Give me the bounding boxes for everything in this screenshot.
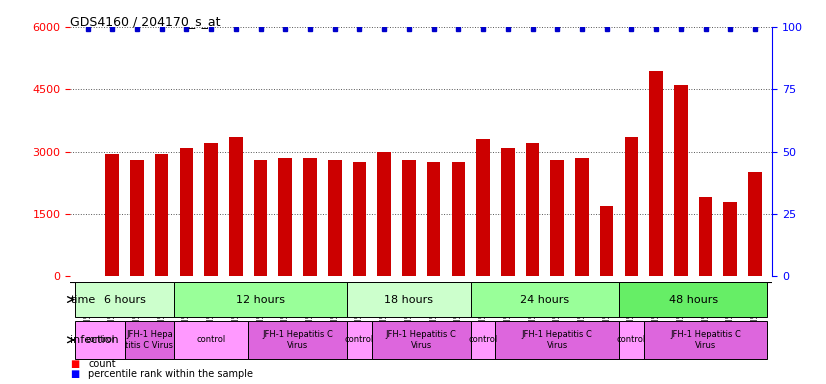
Bar	[75, 282, 174, 317]
Bar	[748, 172, 762, 276]
Bar	[402, 160, 415, 276]
Bar	[674, 85, 687, 276]
Text: GSM523815: GSM523815	[107, 283, 116, 338]
Text: 48 hours: 48 hours	[668, 295, 718, 305]
Text: GSM523801: GSM523801	[157, 283, 166, 338]
Text: 24 hours: 24 hours	[520, 295, 569, 305]
Bar	[699, 197, 712, 276]
Text: GSM523820: GSM523820	[355, 283, 364, 338]
Text: ■: ■	[70, 369, 79, 379]
Text: GSM523806: GSM523806	[430, 283, 438, 338]
Text: JFH-1 Hepatitis C
Virus: JFH-1 Hepatitis C Virus	[670, 330, 741, 349]
Bar	[550, 160, 564, 276]
Text: control: control	[468, 335, 498, 344]
Text: JFH-1 Hepatitis C
Virus: JFH-1 Hepatitis C Virus	[522, 330, 593, 349]
Text: GSM523810: GSM523810	[602, 283, 611, 338]
Bar	[477, 139, 490, 276]
Bar	[204, 143, 218, 276]
Text: GSM523816: GSM523816	[182, 283, 191, 338]
Text: GSM523804: GSM523804	[306, 283, 315, 338]
Text: time: time	[70, 295, 96, 305]
Text: GSM523827: GSM523827	[676, 283, 686, 338]
Text: control: control	[344, 335, 374, 344]
Bar	[643, 321, 767, 359]
Text: GSM523822: GSM523822	[478, 283, 487, 338]
Text: GSM523826: GSM523826	[652, 283, 661, 338]
Bar	[347, 282, 471, 317]
Bar	[254, 160, 268, 276]
Text: count: count	[88, 359, 116, 369]
Text: GSM523802: GSM523802	[256, 283, 265, 338]
Bar	[229, 137, 243, 276]
Bar	[619, 282, 767, 317]
Text: JFH-1 Hepatitis C
Virus: JFH-1 Hepatitis C Virus	[386, 330, 457, 349]
Text: GSM523805: GSM523805	[405, 283, 413, 338]
Text: GSM523823: GSM523823	[503, 283, 512, 338]
Text: GSM523809: GSM523809	[577, 283, 586, 338]
Bar	[496, 321, 619, 359]
Text: GSM523814: GSM523814	[83, 283, 92, 338]
Bar	[174, 282, 347, 317]
Text: GSM523807: GSM523807	[453, 283, 463, 338]
Text: control: control	[617, 335, 646, 344]
Text: GSM523812: GSM523812	[726, 283, 735, 338]
Text: infection: infection	[70, 335, 119, 345]
Bar	[75, 321, 125, 359]
Bar	[372, 321, 471, 359]
Bar	[427, 162, 440, 276]
Text: GDS4160 / 204170_s_at: GDS4160 / 204170_s_at	[70, 15, 221, 28]
Bar	[125, 321, 174, 359]
Text: GSM523825: GSM523825	[627, 283, 636, 338]
Text: JFH-1 Hepa
titis C Virus: JFH-1 Hepa titis C Virus	[126, 330, 173, 349]
Bar	[155, 154, 169, 276]
Text: ■: ■	[70, 359, 79, 369]
Text: GSM523821: GSM523821	[380, 283, 389, 338]
Bar	[471, 321, 496, 359]
Bar	[347, 321, 372, 359]
Bar	[377, 152, 391, 276]
Bar	[501, 147, 515, 276]
Bar	[179, 147, 193, 276]
Text: control: control	[85, 335, 115, 344]
Bar	[575, 158, 589, 276]
Text: GSM523800: GSM523800	[132, 283, 141, 338]
Bar	[328, 160, 341, 276]
Bar	[278, 158, 292, 276]
Text: GSM523808: GSM523808	[553, 283, 562, 338]
Text: GSM523811: GSM523811	[701, 283, 710, 338]
Bar	[303, 158, 317, 276]
Text: 18 hours: 18 hours	[384, 295, 434, 305]
Text: GSM523803: GSM523803	[281, 283, 290, 338]
Text: GSM523818: GSM523818	[231, 283, 240, 338]
Bar	[724, 202, 737, 276]
Bar	[174, 321, 248, 359]
Bar	[106, 154, 119, 276]
Bar	[649, 71, 663, 276]
Text: percentile rank within the sample: percentile rank within the sample	[88, 369, 254, 379]
Bar	[619, 321, 643, 359]
Bar	[525, 143, 539, 276]
Text: control: control	[197, 335, 225, 344]
Text: GSM523813: GSM523813	[751, 283, 759, 338]
Text: GSM523824: GSM523824	[528, 283, 537, 338]
Bar	[624, 137, 638, 276]
Text: GSM523817: GSM523817	[206, 283, 216, 338]
Text: 12 hours: 12 hours	[236, 295, 285, 305]
Bar	[452, 162, 465, 276]
Text: GSM523819: GSM523819	[330, 283, 339, 338]
Bar	[248, 321, 347, 359]
Bar	[131, 160, 144, 276]
Text: JFH-1 Hepatitis C
Virus: JFH-1 Hepatitis C Virus	[262, 330, 333, 349]
Bar	[600, 206, 614, 276]
Bar	[353, 162, 366, 276]
Text: 6 hours: 6 hours	[103, 295, 145, 305]
Bar	[471, 282, 619, 317]
